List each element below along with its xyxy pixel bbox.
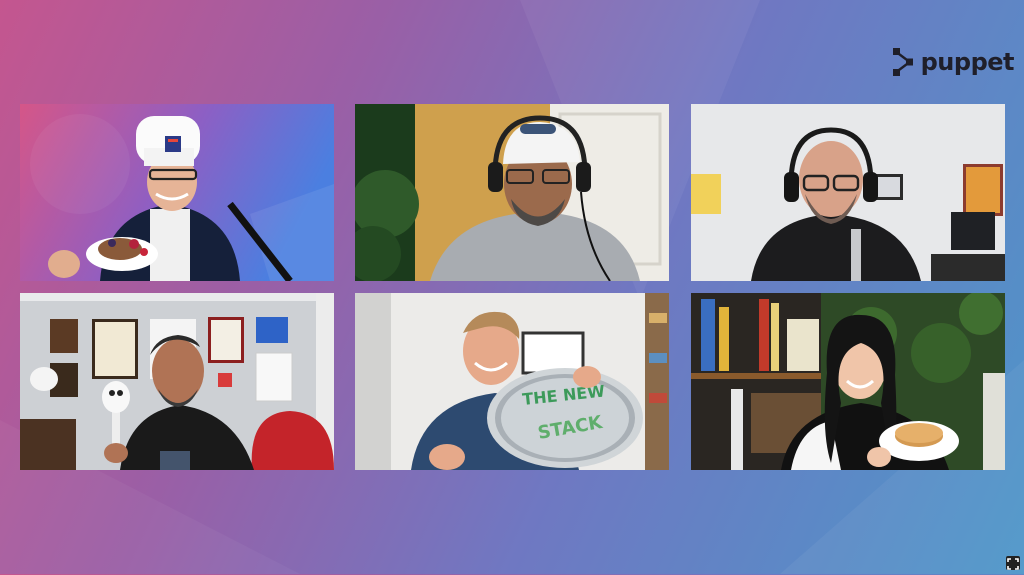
puppet-logo-icon [892, 48, 913, 76]
puppet-logo: puppet [891, 42, 1015, 82]
video-tile-participant-6[interactable] [691, 293, 1005, 470]
fullscreen-button[interactable] [1006, 556, 1020, 570]
video-tile-participant-4[interactable] [20, 293, 334, 470]
puppet-logo-text: puppet [920, 48, 1015, 76]
fullscreen-icon [1007, 558, 1019, 570]
video-tile-participant-2[interactable] [355, 104, 669, 281]
video-tile-participant-5[interactable]: THE NEW STACK [355, 293, 669, 470]
video-tile-participant-3[interactable] [691, 104, 1005, 281]
tns-badge [165, 136, 181, 152]
video-tile-participant-1[interactable] [20, 104, 334, 281]
